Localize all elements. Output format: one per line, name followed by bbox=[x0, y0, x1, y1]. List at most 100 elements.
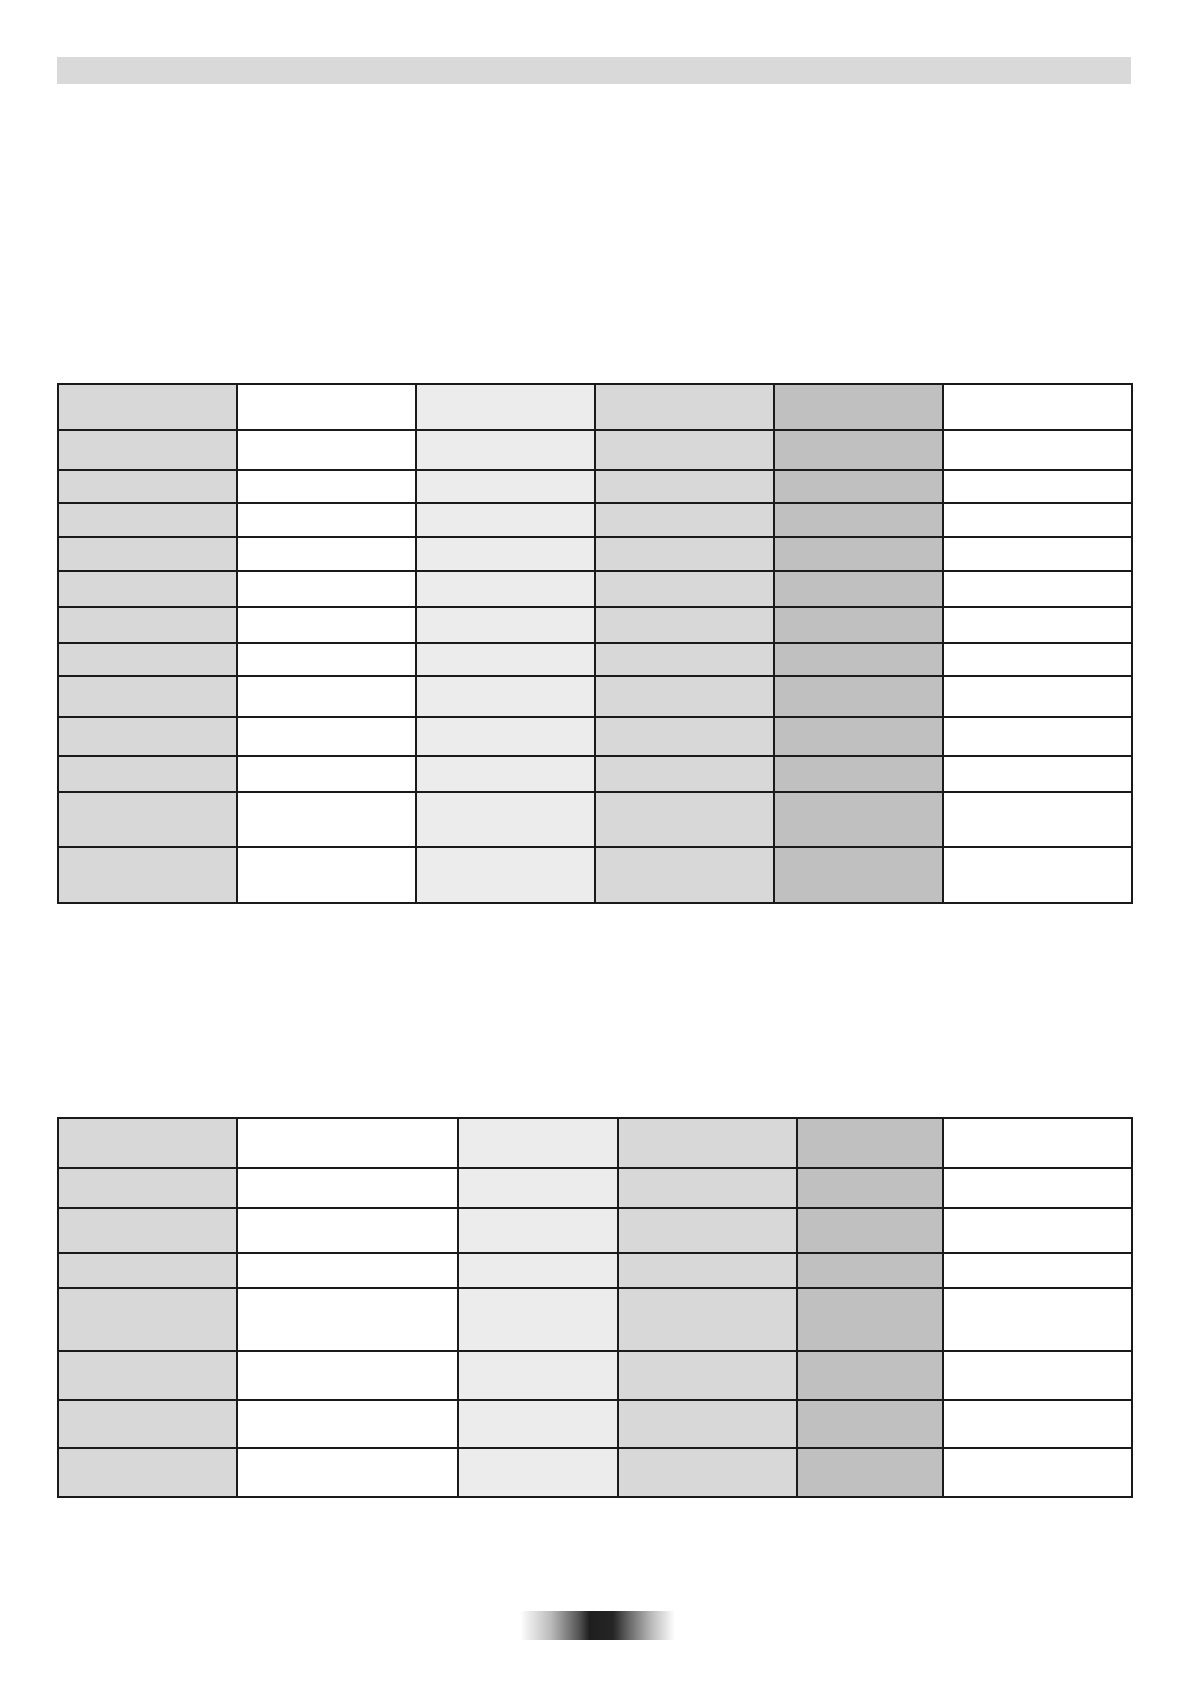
table-row bbox=[57, 606, 1133, 644]
table-cell bbox=[942, 383, 1133, 431]
table-cell bbox=[942, 469, 1133, 504]
table-cell bbox=[57, 536, 238, 572]
table-cell bbox=[236, 1350, 459, 1401]
table-cell bbox=[236, 1252, 459, 1289]
table-cell bbox=[617, 1252, 798, 1289]
table-cell bbox=[57, 755, 238, 793]
table-cell bbox=[796, 1399, 944, 1449]
table-cell bbox=[236, 716, 417, 757]
table-cell bbox=[236, 606, 417, 644]
table-row bbox=[57, 502, 1133, 538]
table-cell bbox=[773, 570, 944, 608]
table-cell bbox=[942, 1207, 1133, 1254]
table-row bbox=[57, 642, 1133, 677]
table-cell bbox=[942, 502, 1133, 538]
table-cell bbox=[617, 1287, 798, 1352]
table-row bbox=[57, 1287, 1133, 1352]
table-row bbox=[57, 675, 1133, 718]
table-cell bbox=[457, 1287, 619, 1352]
table-cell bbox=[594, 642, 775, 677]
table-cell bbox=[57, 1117, 238, 1169]
table-cell bbox=[415, 502, 596, 538]
table-cell bbox=[796, 1207, 944, 1254]
table-cell bbox=[942, 1399, 1133, 1449]
table-cell bbox=[57, 846, 238, 904]
table-cell bbox=[415, 429, 596, 471]
table-cell bbox=[236, 642, 417, 677]
table-cell bbox=[773, 502, 944, 538]
table-cell bbox=[236, 383, 417, 431]
table-cell bbox=[617, 1167, 798, 1209]
table-cell bbox=[457, 1117, 619, 1169]
table-cell bbox=[796, 1167, 944, 1209]
table-cell bbox=[236, 1117, 459, 1169]
table-cell bbox=[415, 846, 596, 904]
table-cell bbox=[773, 791, 944, 848]
table-cell bbox=[594, 755, 775, 793]
table-cell bbox=[457, 1207, 619, 1254]
table-row bbox=[57, 755, 1133, 793]
table-cell bbox=[942, 1252, 1133, 1289]
table-cell bbox=[236, 502, 417, 538]
header-bar bbox=[57, 57, 1131, 84]
table-row bbox=[57, 846, 1133, 904]
table-cell bbox=[773, 383, 944, 431]
table-cell bbox=[773, 716, 944, 757]
table-cell bbox=[57, 1167, 238, 1209]
table-cell bbox=[236, 791, 417, 848]
table-cell bbox=[942, 1167, 1133, 1209]
table-cell bbox=[773, 469, 944, 504]
table-cell bbox=[617, 1350, 798, 1401]
table-cell bbox=[594, 536, 775, 572]
table-cell bbox=[942, 716, 1133, 757]
table-header-row bbox=[57, 1117, 1133, 1169]
table-cell bbox=[617, 1399, 798, 1449]
table-cell bbox=[773, 429, 944, 471]
table-cell bbox=[57, 570, 238, 608]
table-cell bbox=[942, 1447, 1133, 1498]
table-cell bbox=[236, 1167, 459, 1209]
table-cell bbox=[57, 606, 238, 644]
table-cell bbox=[236, 1399, 459, 1449]
table-row bbox=[57, 716, 1133, 757]
table-cell bbox=[415, 536, 596, 572]
page-marker bbox=[520, 1611, 675, 1640]
table-cell bbox=[57, 1287, 238, 1352]
table-cell bbox=[57, 1207, 238, 1254]
table-cell bbox=[236, 469, 417, 504]
table-cell bbox=[942, 846, 1133, 904]
table-cell bbox=[457, 1252, 619, 1289]
table-cell bbox=[57, 429, 238, 471]
table-cell bbox=[594, 570, 775, 608]
table-cell bbox=[594, 469, 775, 504]
table-cell bbox=[796, 1447, 944, 1498]
table-cell bbox=[236, 536, 417, 572]
table-cell bbox=[457, 1350, 619, 1401]
table-cell bbox=[415, 791, 596, 848]
table-row bbox=[57, 791, 1133, 848]
table-cell bbox=[415, 383, 596, 431]
table-cell bbox=[942, 429, 1133, 471]
table-cell bbox=[796, 1350, 944, 1401]
table-cell bbox=[57, 791, 238, 848]
table-cell bbox=[415, 469, 596, 504]
table-cell bbox=[773, 606, 944, 644]
table-cell bbox=[57, 642, 238, 677]
table-cell bbox=[773, 675, 944, 718]
table-cell bbox=[57, 1447, 238, 1498]
table-cell bbox=[457, 1167, 619, 1209]
table-row bbox=[57, 570, 1133, 608]
table-cell bbox=[415, 675, 596, 718]
table-cell bbox=[594, 675, 775, 718]
table-cell bbox=[617, 1447, 798, 1498]
table-cell bbox=[942, 755, 1133, 793]
table-cell bbox=[942, 675, 1133, 718]
table-cell bbox=[415, 642, 596, 677]
table-row bbox=[57, 536, 1133, 572]
table-cell bbox=[594, 606, 775, 644]
table-cell bbox=[236, 675, 417, 718]
table-cell bbox=[57, 383, 238, 431]
table-cell bbox=[236, 1207, 459, 1254]
table-row bbox=[57, 469, 1133, 504]
table-row bbox=[57, 429, 1133, 471]
